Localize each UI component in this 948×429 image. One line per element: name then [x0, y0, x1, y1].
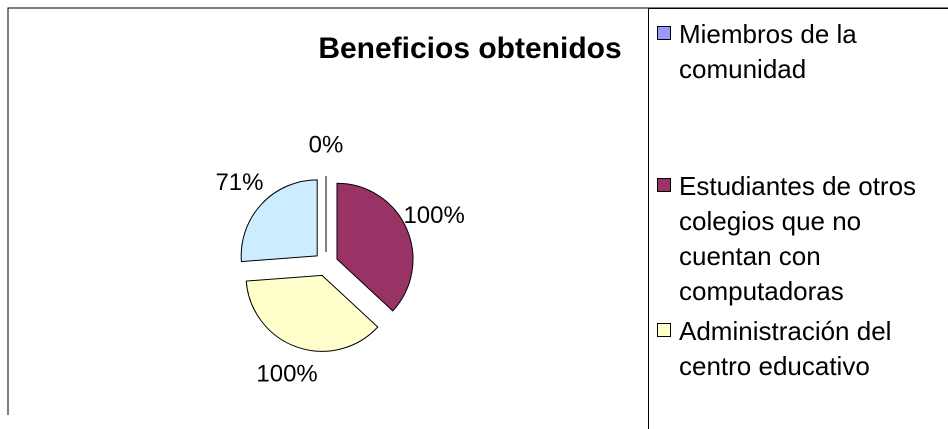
legend-swatch [657, 323, 671, 337]
pie-slice [240, 179, 318, 263]
legend-label: Administración del centro educativo [679, 316, 892, 381]
legend-swatch [657, 26, 671, 40]
chart-title: Beneficios obtenidos [318, 32, 621, 65]
pie-slice [245, 274, 379, 352]
legend-label: Miembros de la comunidad [679, 19, 857, 84]
legend: Miembros de la comunidad Estudiantes de o… [648, 8, 948, 429]
data-label: 0% [309, 131, 344, 158]
data-label: 100% [403, 202, 464, 229]
page: {"chart_data": {"type": "pie", "title": … [7, 7, 948, 429]
legend-swatch [657, 178, 671, 192]
data-label: 71% [215, 169, 263, 196]
legend-label: Estudiantes de otros colegios que no cue… [679, 171, 917, 306]
pie-slice [336, 182, 414, 312]
data-label: 100% [256, 361, 317, 388]
